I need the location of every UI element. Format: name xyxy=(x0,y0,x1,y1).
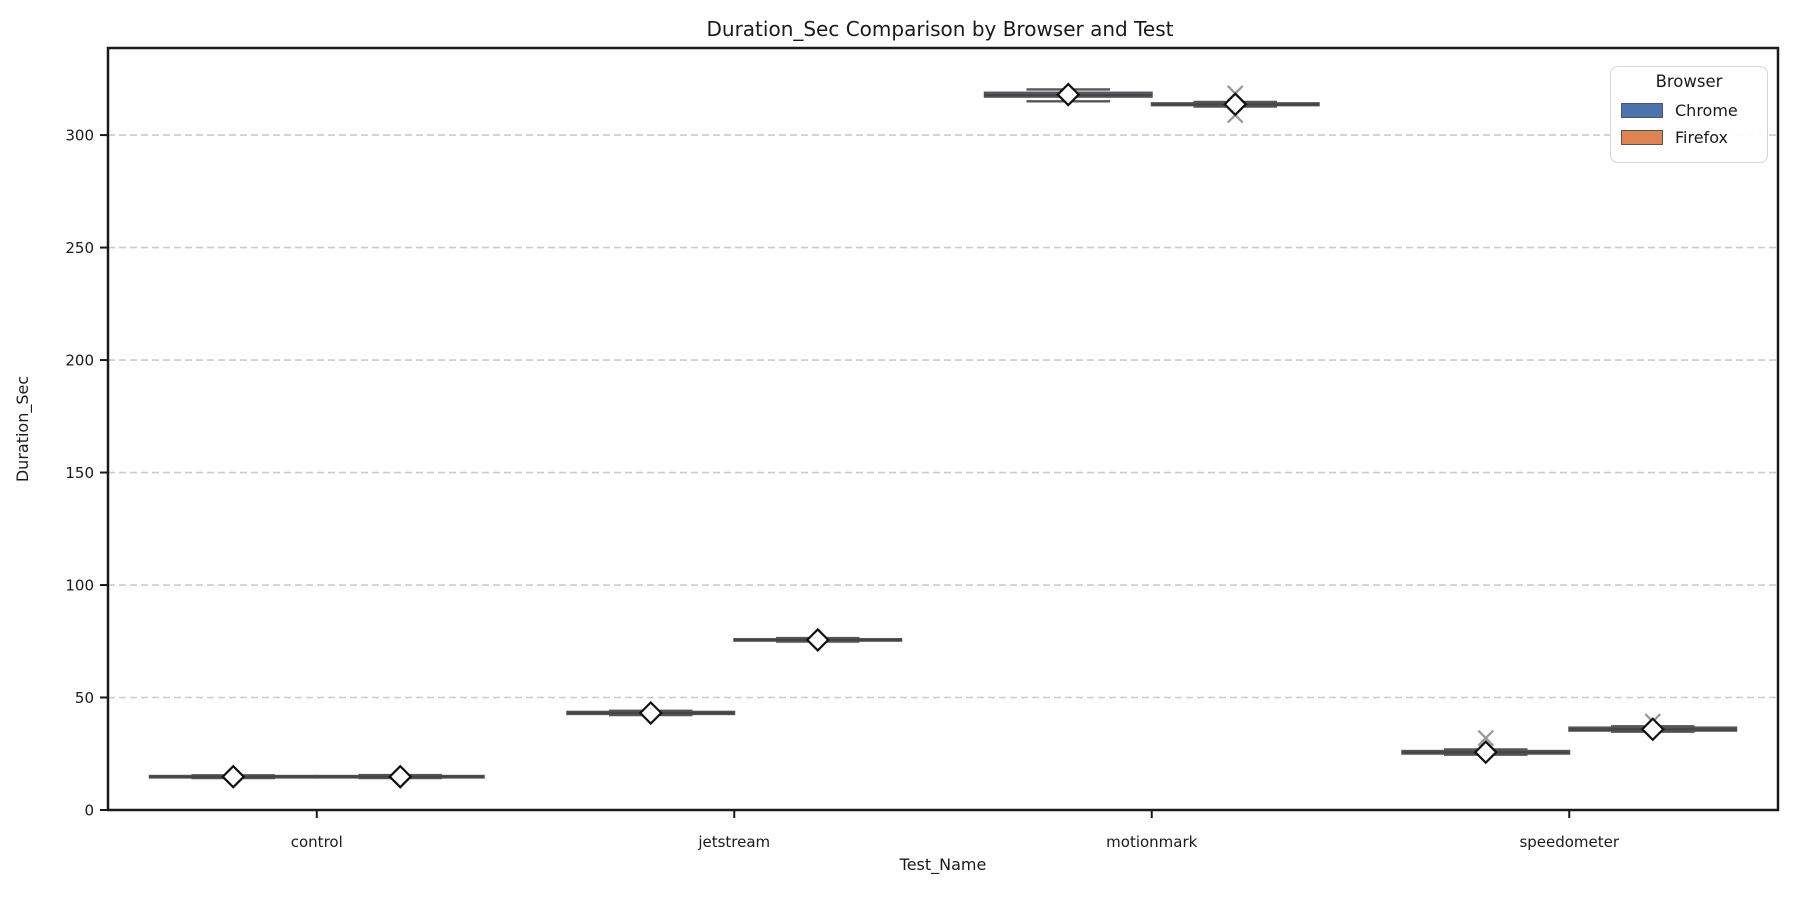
mean-marker-chrome-jetstream xyxy=(638,700,663,726)
outliers-layer xyxy=(1226,85,1662,747)
y-axis-label: Duration_Sec xyxy=(13,376,33,482)
mean-marker-firefox-motionmark xyxy=(1223,92,1248,117)
y-tick-label-0: 0 xyxy=(84,802,94,820)
legend-item-chrome: Chrome xyxy=(1611,100,1767,120)
mean-marker-chrome-motionmark xyxy=(1056,82,1081,107)
y-tick-label-250: 250 xyxy=(65,239,94,257)
legend-title: Browser xyxy=(1655,72,1723,91)
y-tick-label-50: 50 xyxy=(75,689,94,707)
x-tick-label-motionmark: motionmark xyxy=(1106,833,1197,851)
mean-marker-chrome-speedometer xyxy=(1473,740,1498,765)
plot-border xyxy=(106,46,1780,812)
x-tick-label-control: control xyxy=(291,833,343,851)
chrome-color-swatch xyxy=(1621,102,1663,118)
y-tick-label-300: 300 xyxy=(65,127,94,145)
outlier-x-chrome-speedometer-0 xyxy=(1477,729,1495,747)
y-tick-label-100: 100 xyxy=(65,577,94,595)
legend: Browser Chrome Firefox xyxy=(1610,66,1768,163)
y-tick-label-150: 150 xyxy=(65,464,94,482)
firefox-color-swatch xyxy=(1621,129,1663,145)
y-axis-ticks: 0 50 100 150 200 250 300 xyxy=(65,127,108,820)
boxes-layer xyxy=(148,88,1738,780)
x-tick-label-speedometer: speedometer xyxy=(1519,833,1619,851)
gridlines xyxy=(108,134,1778,811)
mean-markers-layer xyxy=(221,82,1665,789)
legend-label-firefox: Firefox xyxy=(1675,127,1728,147)
mean-marker-firefox-jetstream xyxy=(805,627,830,652)
legend-label-chrome: Chrome xyxy=(1675,100,1738,120)
mean-marker-firefox-control xyxy=(388,764,413,789)
mean-marker-firefox-speedometer xyxy=(1640,717,1665,742)
x-axis-ticks: control jetstream motionmark speedometer xyxy=(291,810,1620,851)
x-axis-label: Test_Name xyxy=(899,855,987,875)
chart-title: Duration_Sec Comparison by Browser and T… xyxy=(707,17,1174,41)
mean-marker-chrome-control xyxy=(221,764,246,789)
y-tick-label-200: 200 xyxy=(65,352,94,370)
x-tick-label-jetstream: jetstream xyxy=(697,833,770,851)
legend-item-firefox: Firefox xyxy=(1611,127,1767,147)
